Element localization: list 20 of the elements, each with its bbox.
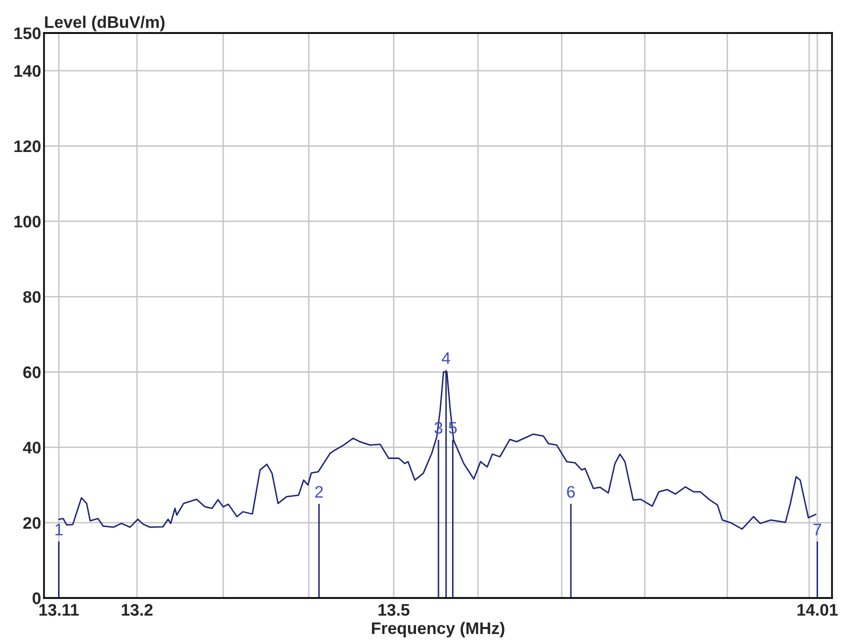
y-tick-label: 60 [23,366,41,378]
y-tick-label: 0 [32,592,41,604]
y-tick-label: 80 [23,291,41,303]
annotation: 2 [315,486,323,498]
annotation: 1 [55,524,63,536]
y-tick-label: 150 [14,27,41,40]
y-tick-label: 100 [14,216,41,228]
x-tick-label: 13.2 [122,604,153,616]
y-tick-label: 20 [23,517,41,529]
x-tick-label: 14.01 [798,604,838,616]
annotation: 4 [442,352,450,364]
y-axis-title: Level (dBuV/m) [45,16,164,32]
x-tick-label: 13.5 [378,604,410,616]
y-tick-label: 140 [14,65,41,77]
y-tick-label: 120 [14,140,41,152]
annotation: 6 [567,486,575,498]
x-axis-title: Frequency (MHz) [372,622,504,638]
x-tick-label: 13.11 [39,604,79,616]
annotation: 7 [814,524,822,536]
y-tick-label: 40 [22,442,41,454]
